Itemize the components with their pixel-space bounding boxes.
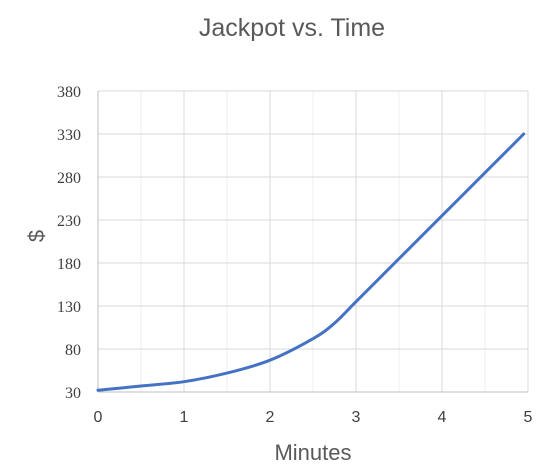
- y-tick-label: 30: [65, 385, 81, 402]
- x-tick-label: 1: [180, 409, 189, 426]
- chart-title: Jackpot vs. Time: [199, 14, 385, 42]
- y-tick-label: 130: [57, 299, 81, 316]
- y-tick-label: 80: [65, 342, 81, 359]
- series-layer: [96, 132, 526, 392]
- y-tick-label: 180: [57, 256, 81, 273]
- y-tick-label: 230: [57, 213, 81, 230]
- y-tick-label: 280: [57, 170, 81, 187]
- x-tick-label: 0: [94, 409, 103, 426]
- y-tick-labels: 30 80 130 180 230 280 330 380: [57, 84, 81, 402]
- x-tick-label: 2: [266, 409, 275, 426]
- x-tick-label: 4: [438, 409, 447, 426]
- grid-lines: [98, 90, 529, 392]
- axes: [97, 91, 528, 393]
- y-tick-label: 380: [57, 84, 81, 101]
- x-tick-label: 3: [352, 409, 361, 426]
- y-tick-label: 330: [57, 127, 81, 144]
- y-axis-label: $: [24, 230, 49, 242]
- series-line: [96, 132, 526, 392]
- x-tick-labels: 0 1 2 3 4 5: [94, 409, 533, 426]
- x-axis-label: Minutes: [274, 440, 351, 465]
- x-tick-label: 5: [524, 409, 533, 426]
